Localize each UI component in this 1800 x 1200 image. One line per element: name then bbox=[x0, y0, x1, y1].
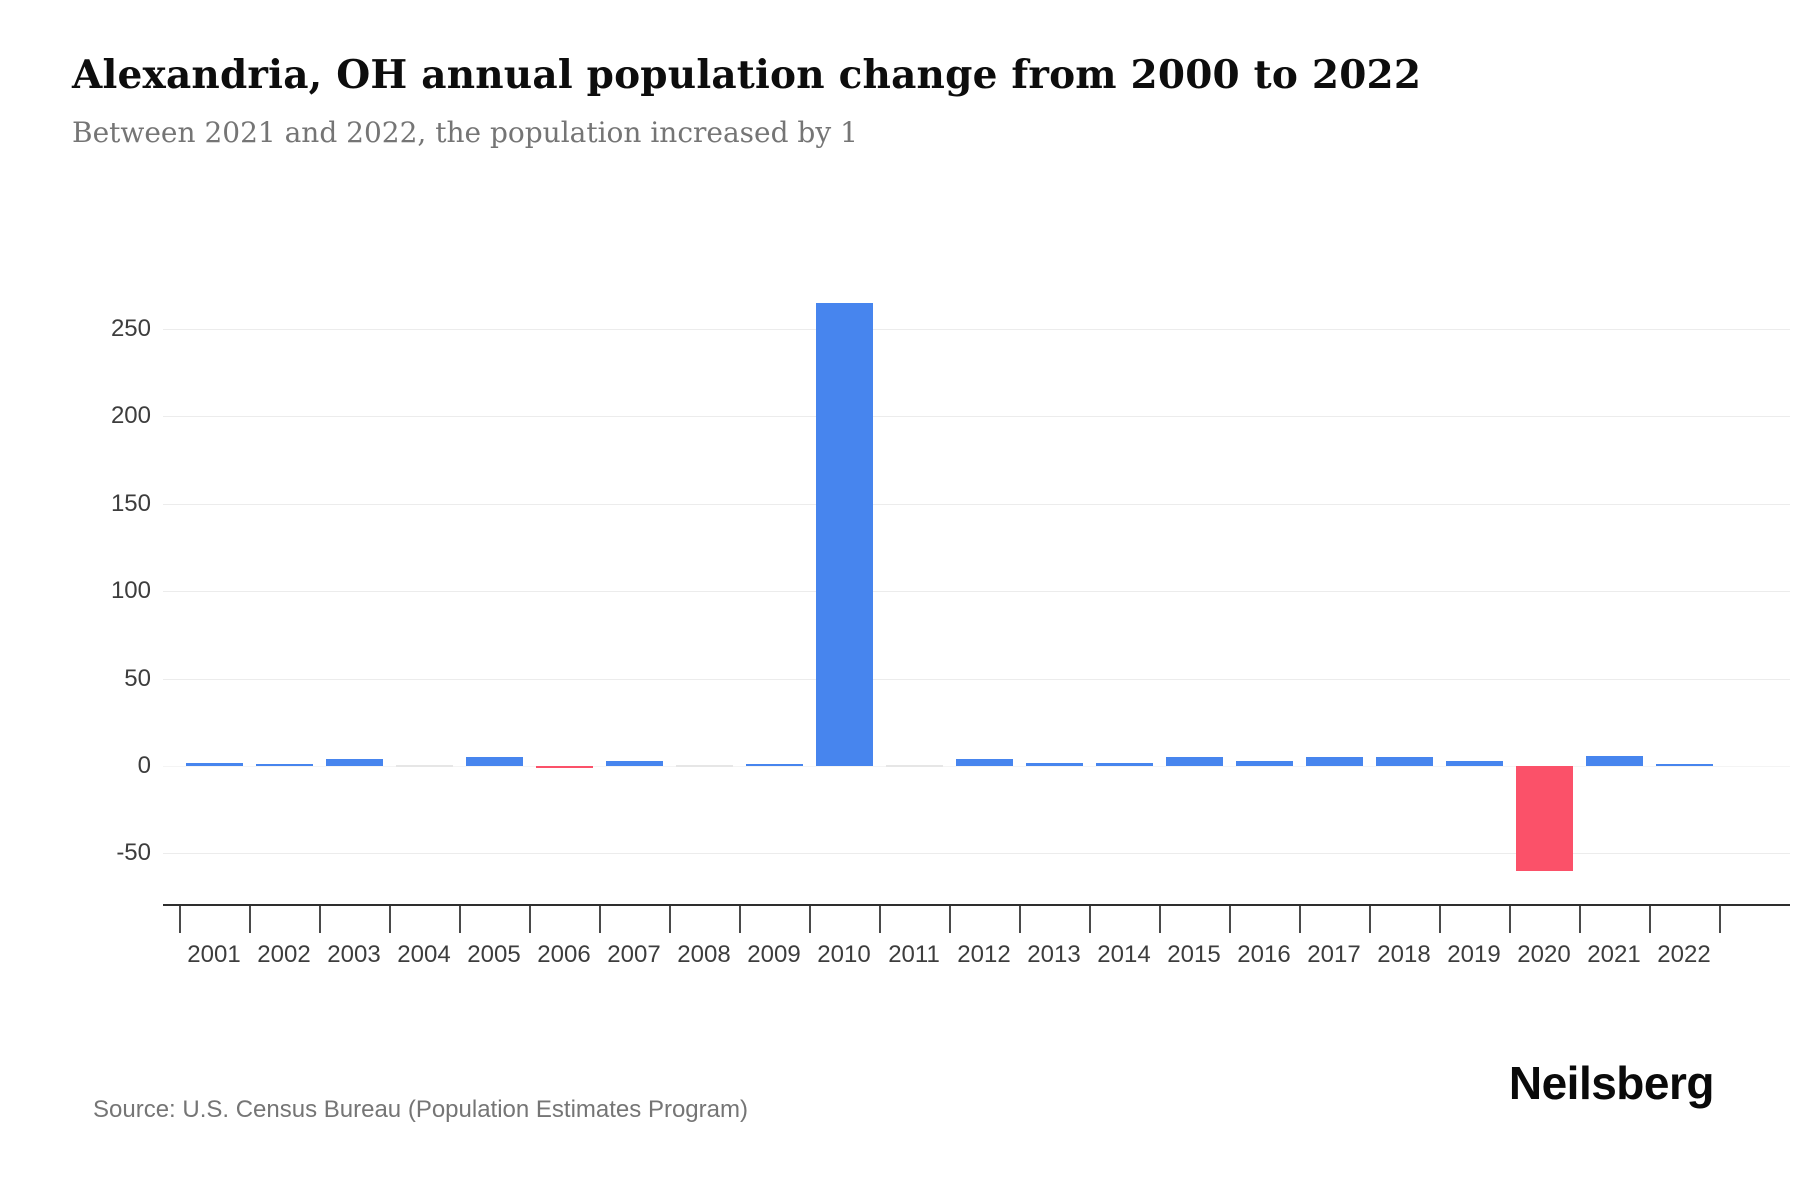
bar-2005[interactable] bbox=[465, 757, 523, 766]
chart-subtitle: Between 2021 and 2022, the population in… bbox=[72, 116, 858, 149]
x-axis-label-2020: 2020 bbox=[1517, 941, 1571, 968]
x-axis-label-2011: 2011 bbox=[888, 941, 940, 968]
bar-2011[interactable] bbox=[885, 765, 943, 767]
x-axis-tick bbox=[1089, 906, 1091, 933]
gridline-50 bbox=[163, 678, 1790, 680]
x-axis-label-2003: 2003 bbox=[327, 941, 381, 968]
x-axis-label-2021: 2021 bbox=[1587, 941, 1641, 968]
bar-2013[interactable] bbox=[1025, 762, 1083, 766]
x-axis-label-2002: 2002 bbox=[257, 941, 311, 968]
x-axis-tick bbox=[739, 906, 741, 933]
x-axis-label-2018: 2018 bbox=[1377, 941, 1431, 968]
bar-2001[interactable] bbox=[185, 762, 243, 766]
gridline-100 bbox=[163, 591, 1790, 593]
x-axis-label-2013: 2013 bbox=[1027, 941, 1081, 968]
bar-2004[interactable] bbox=[395, 765, 453, 767]
x-axis-label-2014: 2014 bbox=[1097, 941, 1151, 968]
bar-2015[interactable] bbox=[1165, 757, 1223, 766]
x-axis-label-2019: 2019 bbox=[1447, 941, 1501, 968]
x-axis-label-2012: 2012 bbox=[957, 941, 1011, 968]
y-axis-label-250: 250 bbox=[110, 315, 151, 342]
neilsberg-logo: Neilsberg bbox=[1508, 1057, 1715, 1109]
x-axis-tick bbox=[459, 906, 461, 933]
gridline--50 bbox=[163, 853, 1790, 855]
x-axis-tick bbox=[249, 906, 251, 933]
x-axis-label-2015: 2015 bbox=[1167, 941, 1221, 968]
x-axis-tick bbox=[949, 906, 951, 933]
x-axis-tick bbox=[1299, 906, 1301, 933]
x-axis-label-2008: 2008 bbox=[677, 941, 731, 968]
x-axis-line bbox=[163, 904, 1790, 906]
bar-2008[interactable] bbox=[675, 765, 733, 767]
x-axis-label-2006: 2006 bbox=[537, 941, 591, 968]
x-axis-tick bbox=[1229, 906, 1231, 933]
x-axis-tick bbox=[879, 906, 881, 933]
x-axis-label-2009: 2009 bbox=[747, 941, 801, 968]
bar-2002[interactable] bbox=[255, 764, 313, 766]
x-axis-label-2022: 2022 bbox=[1657, 941, 1711, 968]
bar-2007[interactable] bbox=[605, 760, 663, 766]
bar-2010[interactable] bbox=[815, 302, 873, 766]
x-axis-tick bbox=[1509, 906, 1511, 933]
bar-chart-plot-area: 250 200 150 100 50 0 -50 2001 2002 2003 2004 2005 20… bbox=[111, 280, 1790, 968]
gridline-250 bbox=[163, 329, 1790, 330]
bar-2021[interactable] bbox=[1585, 755, 1643, 766]
bar-2018[interactable] bbox=[1375, 757, 1433, 766]
x-axis-tick bbox=[599, 906, 601, 933]
x-axis-tick bbox=[179, 906, 181, 933]
y-axis-label--50: -50 bbox=[116, 839, 151, 867]
x-axis-label-2017: 2017 bbox=[1307, 941, 1361, 968]
x-axis-tick bbox=[389, 906, 391, 933]
x-axis-tick bbox=[1159, 906, 1161, 933]
gridline-150 bbox=[163, 503, 1790, 505]
x-axis-label-2016: 2016 bbox=[1237, 941, 1291, 968]
gridline-200 bbox=[163, 416, 1790, 418]
x-axis-label-2010: 2010 bbox=[817, 941, 871, 968]
bar-2012[interactable] bbox=[955, 759, 1013, 766]
x-axis-label-2007: 2007 bbox=[607, 941, 661, 968]
x-axis-label-2001: 2001 bbox=[187, 941, 241, 968]
bar-2020[interactable] bbox=[1515, 766, 1573, 871]
x-axis-label-2004: 2004 bbox=[397, 941, 451, 968]
bar-2019[interactable] bbox=[1445, 760, 1503, 766]
bar-2009[interactable] bbox=[745, 764, 803, 766]
x-axis-tick bbox=[1019, 906, 1021, 933]
y-axis-label-100: 100 bbox=[110, 577, 151, 605]
x-axis-tick bbox=[1649, 906, 1651, 933]
x-axis-tick bbox=[1579, 906, 1581, 933]
x-axis-tick bbox=[1369, 906, 1371, 933]
x-axis-tick bbox=[809, 906, 811, 933]
y-axis-label-0: 0 bbox=[137, 752, 151, 779]
y-axis-label-50: 50 bbox=[124, 664, 151, 692]
x-axis-tick bbox=[529, 906, 531, 933]
x-axis-label-2005: 2005 bbox=[467, 941, 521, 968]
bar-2003[interactable] bbox=[325, 759, 383, 766]
bar-2014[interactable] bbox=[1095, 762, 1153, 766]
gridline-0 bbox=[163, 766, 1790, 767]
bar-2017[interactable] bbox=[1305, 757, 1363, 766]
bar-2006[interactable] bbox=[535, 766, 593, 768]
x-axis-tick bbox=[1719, 906, 1721, 933]
x-axis-tick bbox=[1439, 906, 1441, 933]
y-axis-label-200: 200 bbox=[110, 402, 151, 430]
y-axis-label-150: 150 bbox=[110, 489, 151, 517]
source-attribution: Source: U.S. Census Bureau (Population E… bbox=[93, 1096, 748, 1123]
chart-title: Alexandria, OH annual population change … bbox=[72, 52, 1422, 98]
x-axis-tick bbox=[669, 906, 671, 933]
bar-2016[interactable] bbox=[1235, 760, 1293, 766]
bar-2022[interactable] bbox=[1655, 764, 1713, 766]
x-axis-tick bbox=[319, 906, 321, 933]
